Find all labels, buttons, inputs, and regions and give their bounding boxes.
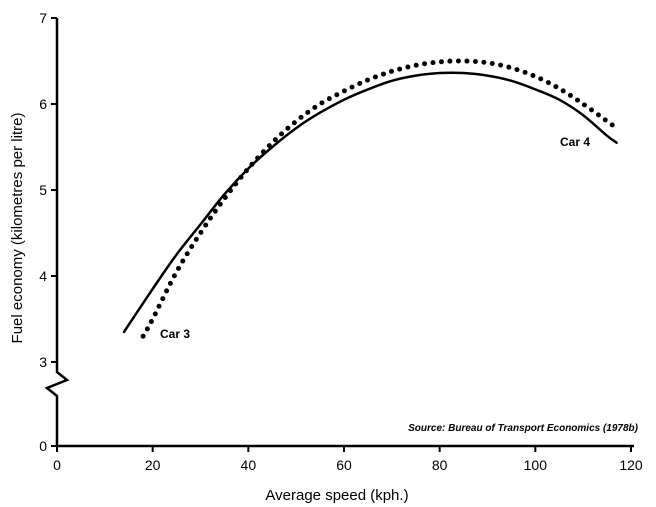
source-note: Source: Bureau of Transport Economics (1…	[408, 423, 639, 434]
y-axis-line	[44, 18, 70, 446]
series-layer	[122, 58, 620, 339]
series-line-car-4	[122, 71, 618, 334]
x-tick-label-40: 40	[241, 457, 257, 473]
y-tick-label-7: 7	[39, 10, 47, 26]
series-label-car-3: Car 3	[160, 327, 190, 341]
x-tick-label-60: 60	[336, 457, 352, 473]
y-axis-title: Fuel economy (kilometres per litre)	[9, 113, 26, 344]
x-tick-label-80: 80	[432, 457, 448, 473]
y-tick-label-0: 0	[39, 438, 47, 454]
x-tick-label-120: 120	[619, 457, 643, 473]
text-layer: Average speed (kph.) Fuel economy (kilom…	[9, 113, 639, 504]
x-axis-title: Average speed (kph.)	[265, 487, 408, 504]
x-tick-label-20: 20	[145, 457, 161, 473]
y-tick-label-6: 6	[39, 96, 47, 112]
x-tick-label-100: 100	[524, 457, 548, 473]
y-tick-label-3: 3	[39, 354, 47, 370]
y-tick-label-4: 4	[39, 268, 47, 284]
x-tick-label-0: 0	[53, 457, 61, 473]
y-tick-label-5: 5	[39, 182, 47, 198]
axes: 0 20 40 60 80 100 120 0 3 4 5 6 7	[39, 10, 643, 473]
series-line-car-3	[140, 58, 620, 339]
series-label-car-4: Car 4	[560, 135, 590, 149]
